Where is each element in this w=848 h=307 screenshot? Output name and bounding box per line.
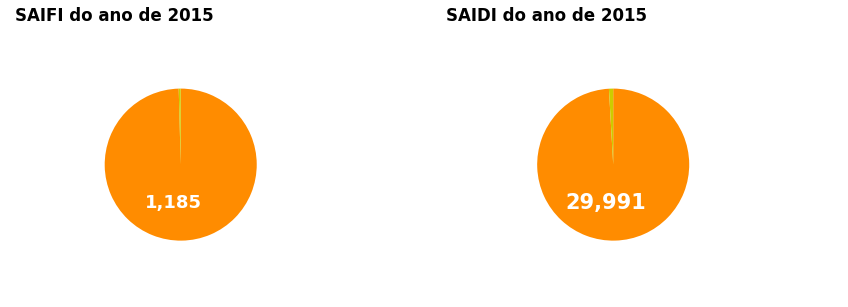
Text: 29,991: 29,991 [566, 192, 646, 213]
Wedge shape [179, 89, 181, 165]
Text: 1,185: 1,185 [145, 194, 202, 212]
Text: SAIFI do ano de 2015: SAIFI do ano de 2015 [15, 6, 214, 25]
Wedge shape [537, 89, 689, 241]
Wedge shape [609, 89, 613, 165]
Text: 0,005: 0,005 [194, 55, 238, 69]
Text: 0,271: 0,271 [627, 55, 671, 69]
Text: SAIDI do ano de 2015: SAIDI do ano de 2015 [446, 6, 648, 25]
Wedge shape [104, 89, 257, 241]
